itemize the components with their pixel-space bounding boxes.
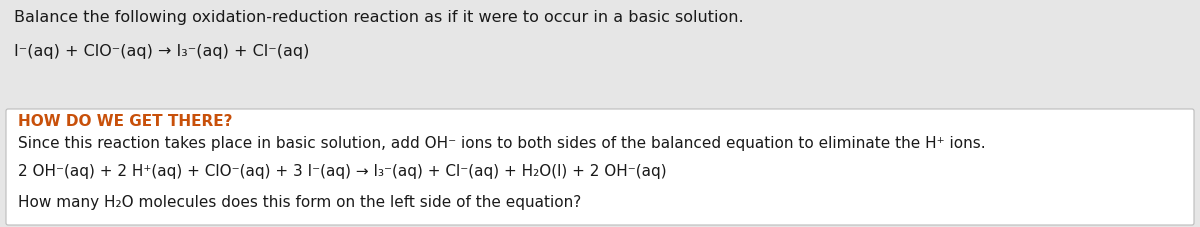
Text: 2 OH⁻(aq) + 2 H⁺(aq) + ClO⁻(aq) + 3 I⁻(aq) → I₃⁻(aq) + Cl⁻(aq) + H₂O(l) + 2 OH⁻(: 2 OH⁻(aq) + 2 H⁺(aq) + ClO⁻(aq) + 3 I⁻(a… (18, 164, 667, 179)
Text: HOW DO WE GET THERE?: HOW DO WE GET THERE? (18, 114, 233, 129)
Text: Balance the following oxidation-reduction reaction as if it were to occur in a b: Balance the following oxidation-reductio… (14, 10, 744, 25)
Text: How many H₂O molecules does this form on the left side of the equation?: How many H₂O molecules does this form on… (18, 195, 581, 210)
FancyBboxPatch shape (6, 109, 1194, 225)
Text: Since this reaction takes place in basic solution, add OH⁻ ions to both sides of: Since this reaction takes place in basic… (18, 136, 985, 151)
Text: I⁻(aq) + ClO⁻(aq) → I₃⁻(aq) + Cl⁻(aq): I⁻(aq) + ClO⁻(aq) → I₃⁻(aq) + Cl⁻(aq) (14, 44, 310, 59)
